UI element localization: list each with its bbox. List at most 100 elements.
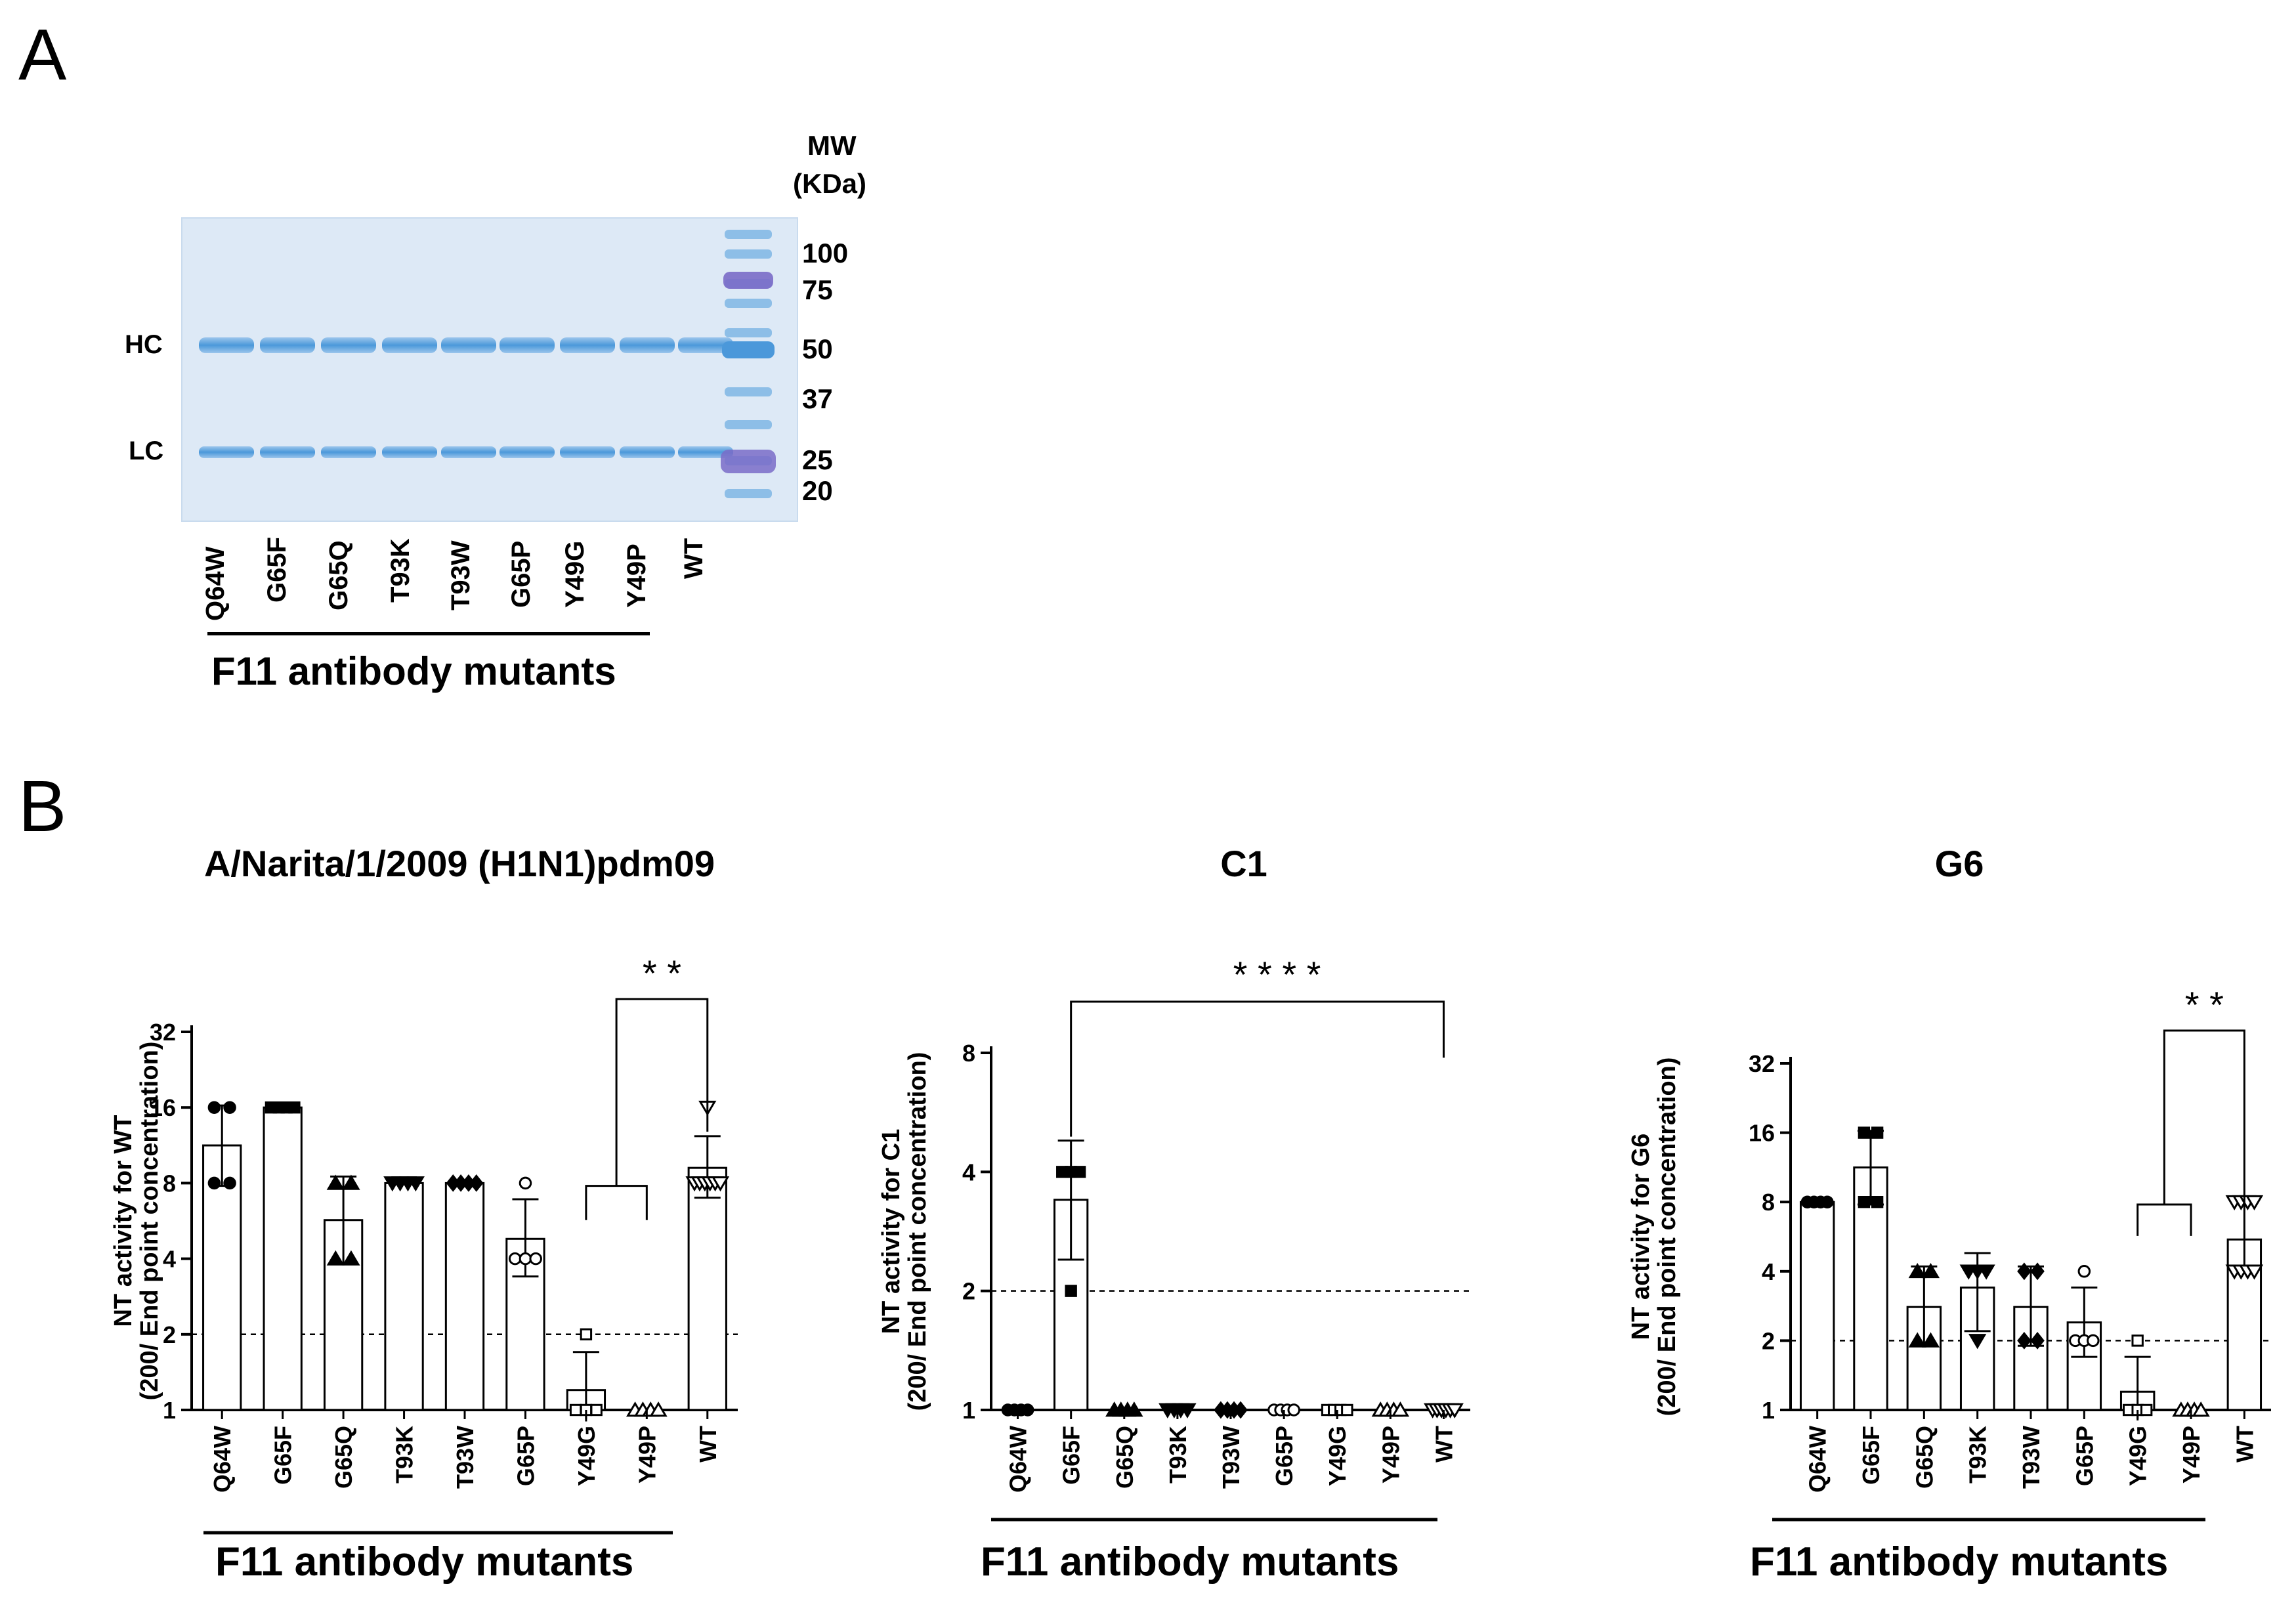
gel-ladder	[721, 230, 776, 498]
bar	[1799, 1201, 1835, 1411]
y-axis-label: NT activity for C1	[878, 1129, 905, 1334]
data-point	[2245, 1195, 2264, 1211]
data-point	[1391, 1401, 1410, 1417]
ladder-band	[725, 387, 772, 396]
x-axis-group-label: F11 antibody mutants	[1750, 1539, 2168, 1585]
data-point	[711, 1176, 730, 1192]
ladder-25-band	[721, 450, 776, 473]
chart-2: C1 NT activity for C1(200/ End point conc…	[878, 843, 1470, 1585]
gel-image	[181, 217, 798, 522]
gel-lc-band	[500, 446, 555, 458]
ladder-50-band	[722, 341, 775, 358]
y-axis-label: (200/ End point concentration)	[1653, 1057, 1681, 1417]
gel-hc-band	[620, 337, 675, 353]
x-tick-label: T93K	[1965, 1426, 1991, 1483]
data-point	[569, 1403, 582, 1417]
y-tick-label: 1	[962, 1397, 975, 1424]
y-tick-label: 32	[1749, 1050, 1775, 1077]
x-tick-label: Q64W	[1804, 1426, 1831, 1493]
significance-stars: * *	[2185, 984, 2224, 1025]
gel-hc-band	[321, 337, 376, 353]
y-tick-label: 4	[1762, 1258, 1775, 1285]
chart-1: A/Narita/1/2009 (H1N1)pdm09 NT activity f…	[110, 843, 738, 1585]
x-tick-label: G65F	[1058, 1426, 1085, 1485]
data-point	[1921, 1262, 1940, 1279]
data-point	[1908, 1262, 1926, 1279]
gel-lc-band	[321, 446, 376, 458]
x-tick-label: G65F	[1858, 1426, 1884, 1485]
gel-lc-band	[441, 446, 496, 458]
data-point	[1858, 1196, 1871, 1208]
data-point	[1968, 1334, 1987, 1350]
x-tick-label: G65F	[270, 1426, 297, 1485]
gel-hc-band	[382, 337, 437, 353]
data-point	[1341, 1403, 1353, 1417]
data-point	[1178, 1403, 1197, 1418]
data-point	[2087, 1334, 2100, 1348]
ladder-band	[725, 230, 772, 239]
mw-marker-25: 25	[802, 444, 833, 475]
data-point	[519, 1176, 532, 1190]
gel-lc-band	[382, 446, 437, 458]
significance-bracket	[585, 1185, 648, 1220]
bar	[687, 1166, 727, 1411]
mw-marker-100: 100	[802, 238, 849, 268]
significance-stars: * * * *	[1233, 954, 1321, 995]
lc-band-label: LC	[129, 437, 164, 465]
data-point	[1977, 1264, 1995, 1280]
data-point	[223, 1176, 236, 1190]
x-tick-label: G65P	[512, 1426, 539, 1486]
data-point	[2192, 1401, 2210, 1417]
x-tick-label: Q64W	[1005, 1426, 1032, 1493]
ladder-75-band	[723, 272, 773, 289]
significance-bracket	[1070, 1000, 1445, 1137]
data-point	[207, 1101, 221, 1114]
panel-a-letter: A	[18, 14, 67, 95]
gel-lane-bands	[199, 337, 733, 458]
x-tick-label: Y49P	[633, 1426, 660, 1483]
x-tick-label: Y49G	[1324, 1426, 1351, 1486]
data-point	[1908, 1332, 1926, 1348]
panel-b-letter: B	[18, 766, 67, 847]
x-tick-label: WT	[2231, 1426, 2258, 1462]
data-point	[2245, 1264, 2264, 1280]
y-tick-label: 4	[962, 1159, 975, 1185]
data-point	[1858, 1126, 1871, 1139]
ladder-band	[725, 299, 772, 308]
x-tick-label: G65Q	[1111, 1426, 1138, 1489]
data-point	[1821, 1195, 1834, 1208]
x-tick-label: G65Q	[1911, 1426, 1938, 1489]
x-tick-label: T93K	[391, 1426, 418, 1483]
x-tick-label: T93W	[452, 1426, 478, 1489]
mw-marker-20: 20	[802, 475, 833, 506]
hc-band-label: HC	[125, 330, 163, 359]
data-point	[1073, 1166, 1086, 1178]
chart-title: C1	[1220, 843, 1267, 884]
x-tick-label: WT	[694, 1426, 721, 1462]
x-tick-label: Y49G	[573, 1426, 600, 1486]
x-tick-label: Y49G	[2125, 1426, 2152, 1486]
data-point	[1021, 1403, 1034, 1417]
significance-stars: * *	[643, 952, 681, 994]
y-tick-label: 2	[962, 1278, 975, 1305]
ladder-band	[725, 328, 772, 337]
y-tick-label: 8	[962, 1040, 975, 1067]
data-point	[1445, 1403, 1464, 1418]
gel-hc-band	[260, 337, 315, 353]
data-point	[1287, 1403, 1300, 1417]
bar	[263, 1106, 303, 1411]
y-axis-label: NT activity for WT	[110, 1115, 137, 1327]
data-point	[326, 1250, 345, 1266]
data-point	[649, 1401, 668, 1417]
ladder-band	[725, 420, 772, 429]
x-tick-label: T93W	[1218, 1426, 1244, 1489]
gel-hc-band	[199, 337, 254, 353]
y-tick-label: 16	[1749, 1120, 1775, 1147]
y-tick-label: 32	[150, 1019, 176, 1046]
data-point	[1233, 1401, 1248, 1419]
data-point	[288, 1101, 301, 1114]
data-point	[2017, 1262, 2031, 1281]
chart-title: G6	[1935, 843, 1984, 884]
data-point	[1065, 1285, 1077, 1297]
